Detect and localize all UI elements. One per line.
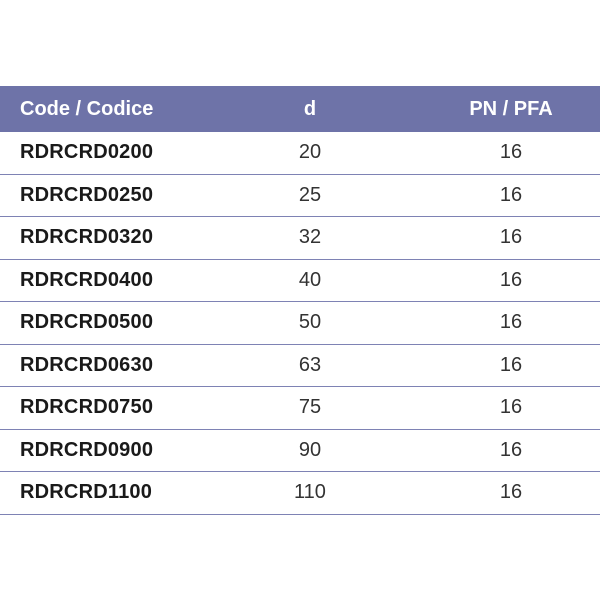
cell-code: RDRCRD0320 [20, 226, 154, 249]
header-d: d [303, 97, 317, 120]
cell-code: RDRCRD0900 [20, 438, 154, 461]
table-row: RDRCRD0630 63 16 [0, 345, 600, 387]
cell-pn: 16 [499, 438, 523, 461]
cell-pn: 16 [499, 481, 523, 504]
cell-code: RDRCRD0750 [20, 396, 154, 419]
table-row: RDRCRD1100 110 16 [0, 472, 600, 515]
cell-pn: 16 [499, 268, 523, 291]
product-table: Code / Codice d PN / PFA RDRCRD0200 20 1… [0, 86, 600, 515]
cell-d: 75 [298, 396, 322, 419]
cell-code: RDRCRD0200 [20, 141, 154, 164]
table-row: RDRCRD0400 40 16 [0, 260, 600, 302]
cell-code: RDRCRD0500 [20, 311, 154, 334]
cell-pn: 16 [499, 183, 523, 206]
cell-code: RDRCRD0630 [20, 353, 154, 376]
cell-d: 25 [298, 183, 322, 206]
cell-pn: 16 [499, 396, 523, 419]
cell-d: 63 [298, 353, 322, 376]
cell-code: RDRCRD1100 [20, 481, 153, 504]
header-pn: PN / PFA [469, 97, 553, 120]
header-code: Code / Codice [20, 97, 154, 120]
cell-d: 90 [298, 438, 322, 461]
cell-pn: 16 [499, 226, 523, 249]
cell-d: 32 [298, 226, 322, 249]
table-row: RDRCRD0200 20 16 [0, 132, 600, 175]
cell-code: RDRCRD0400 [20, 268, 154, 291]
cell-pn: 16 [499, 353, 523, 376]
table-row: RDRCRD0500 50 16 [0, 302, 600, 345]
table-row: RDRCRD0250 25 16 [0, 175, 600, 217]
cell-d: 40 [298, 268, 322, 291]
cell-d: 110 [294, 481, 326, 504]
cell-d: 50 [298, 311, 322, 334]
table-row: RDRCRD0900 90 16 [0, 430, 600, 472]
table-row: RDRCRD0750 75 16 [0, 387, 600, 430]
table-header-row: Code / Codice d PN / PFA [0, 86, 600, 132]
cell-pn: 16 [499, 141, 523, 164]
cell-code: RDRCRD0250 [20, 183, 154, 206]
table-row: RDRCRD0320 32 16 [0, 217, 600, 260]
cell-pn: 16 [499, 311, 523, 334]
cell-d: 20 [298, 141, 322, 164]
